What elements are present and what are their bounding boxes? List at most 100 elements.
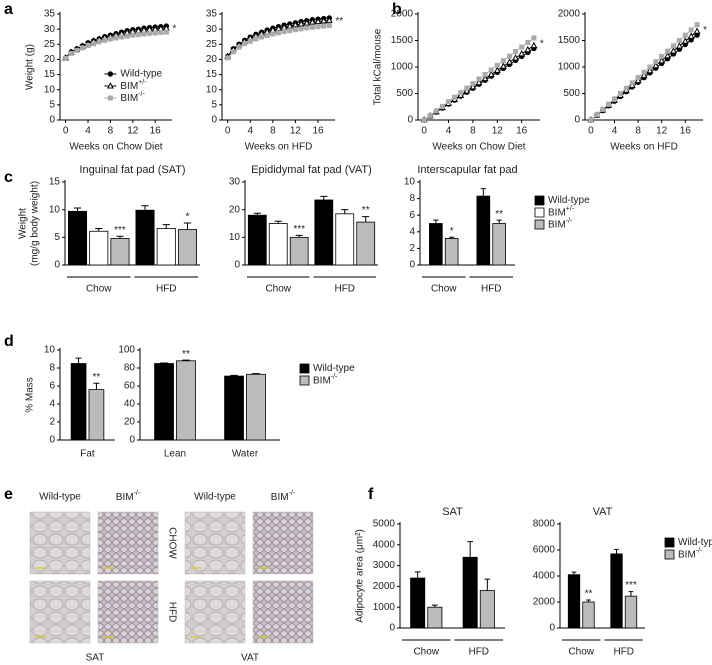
chart-title: Interscapular fat pad xyxy=(417,164,517,176)
marker xyxy=(270,31,276,37)
marker xyxy=(236,44,242,50)
error-bar xyxy=(362,216,370,223)
y-tick-label: 0 xyxy=(211,115,217,126)
legend-label: Wild-type xyxy=(678,537,712,548)
marker xyxy=(594,112,600,118)
significance: * xyxy=(703,25,707,36)
marker xyxy=(124,33,130,39)
marker xyxy=(113,35,119,41)
marker xyxy=(513,49,519,55)
x-tick-label: 8 xyxy=(635,126,641,137)
error-bar xyxy=(467,541,473,558)
bar xyxy=(410,577,426,629)
x-tick-label: 16 xyxy=(680,126,692,137)
y-tick-label: 0 xyxy=(129,435,135,446)
marker xyxy=(588,117,594,123)
bar xyxy=(176,360,196,441)
y-tick-label: 25 xyxy=(44,39,56,50)
y-tick-label: 4 xyxy=(49,399,55,410)
y-tick-label: 100 xyxy=(118,345,135,356)
y-tick-label: 80 xyxy=(124,363,136,374)
x-tick-label: Water xyxy=(232,449,259,460)
significance: * xyxy=(540,39,544,50)
y-tick-label: 5 xyxy=(54,232,60,243)
error-bar xyxy=(614,548,619,554)
x-tick-label: HFD xyxy=(613,647,634,658)
marker xyxy=(682,32,688,38)
micrograph xyxy=(29,511,91,575)
y-tick-label: 2000 xyxy=(373,581,396,592)
significance: ** xyxy=(585,589,593,600)
x-tick-label: HFD xyxy=(481,284,502,295)
x-tick-label: 0 xyxy=(63,126,69,137)
bar xyxy=(314,199,334,266)
y-tick-label: 1000 xyxy=(373,602,396,613)
y-tick-label: 2 xyxy=(49,417,55,428)
y-tick-label: 15 xyxy=(44,69,56,80)
marker xyxy=(91,41,97,47)
bar xyxy=(177,229,197,266)
x-tick-label: HFD xyxy=(334,284,355,295)
y-tick-label: 0 xyxy=(409,260,415,271)
error-bar xyxy=(628,591,634,597)
marker xyxy=(646,66,654,74)
bar xyxy=(479,590,495,629)
error-bar xyxy=(183,222,192,230)
y-tick-label: 4000 xyxy=(533,571,556,582)
row-label: CHOW xyxy=(166,527,177,559)
marker xyxy=(152,30,158,36)
marker xyxy=(439,103,445,109)
marker xyxy=(687,32,695,39)
y-axis-label: Adipocyte area (μm²) xyxy=(355,529,366,623)
marker xyxy=(287,28,293,34)
marker xyxy=(96,39,102,45)
marker xyxy=(163,29,169,35)
marker xyxy=(458,90,464,96)
bar xyxy=(89,230,109,266)
x-tick-label: 16 xyxy=(150,126,162,137)
y-tick-label: 10 xyxy=(49,204,61,215)
marker xyxy=(286,22,294,29)
column-label: BIM-/- xyxy=(271,490,296,502)
y-tick-label: 8 xyxy=(49,363,55,374)
y-tick-label: 4000 xyxy=(373,539,396,550)
panel-label: b xyxy=(392,1,402,18)
column-label: BIM-/- xyxy=(116,490,141,502)
marker xyxy=(525,40,531,46)
marker xyxy=(464,85,470,91)
y-tick-label: 6000 xyxy=(533,545,556,556)
y-tick-label: 1000 xyxy=(391,62,414,73)
y-axis-label: (mg/g body weight) xyxy=(30,181,41,266)
x-tick-label: Chow xyxy=(431,284,457,295)
marker xyxy=(652,61,660,69)
marker xyxy=(482,71,488,77)
marker xyxy=(433,108,439,114)
marker xyxy=(469,83,477,90)
y-tick-label: 3000 xyxy=(373,560,396,571)
marker xyxy=(665,48,671,54)
micrograph xyxy=(29,580,91,644)
bar xyxy=(492,223,506,266)
y-tick-label: 20 xyxy=(44,54,56,65)
x-tick-label: 12 xyxy=(656,126,668,137)
x-tick-label: 4 xyxy=(612,126,618,137)
marker xyxy=(147,30,153,36)
error-bar xyxy=(433,219,439,224)
marker xyxy=(292,27,298,33)
y-tick-label: 1500 xyxy=(558,35,581,46)
marker xyxy=(242,41,248,47)
marker xyxy=(74,47,80,53)
y-axis-label: Total kCal/mouse xyxy=(373,28,384,105)
y-tick-label: 35 xyxy=(206,9,218,20)
panel-label: e xyxy=(4,486,13,503)
x-tick-label: 16 xyxy=(312,126,324,137)
micrograph xyxy=(97,511,159,575)
y-tick-label: 1000 xyxy=(558,62,581,73)
bar xyxy=(247,214,267,266)
y-tick-label: 60 xyxy=(124,381,136,392)
error-bar xyxy=(320,195,328,200)
significance: *** xyxy=(625,580,637,591)
marker xyxy=(524,45,532,53)
chart-title: Epididymal fat pad (VAT) xyxy=(251,164,372,176)
marker xyxy=(158,29,164,35)
